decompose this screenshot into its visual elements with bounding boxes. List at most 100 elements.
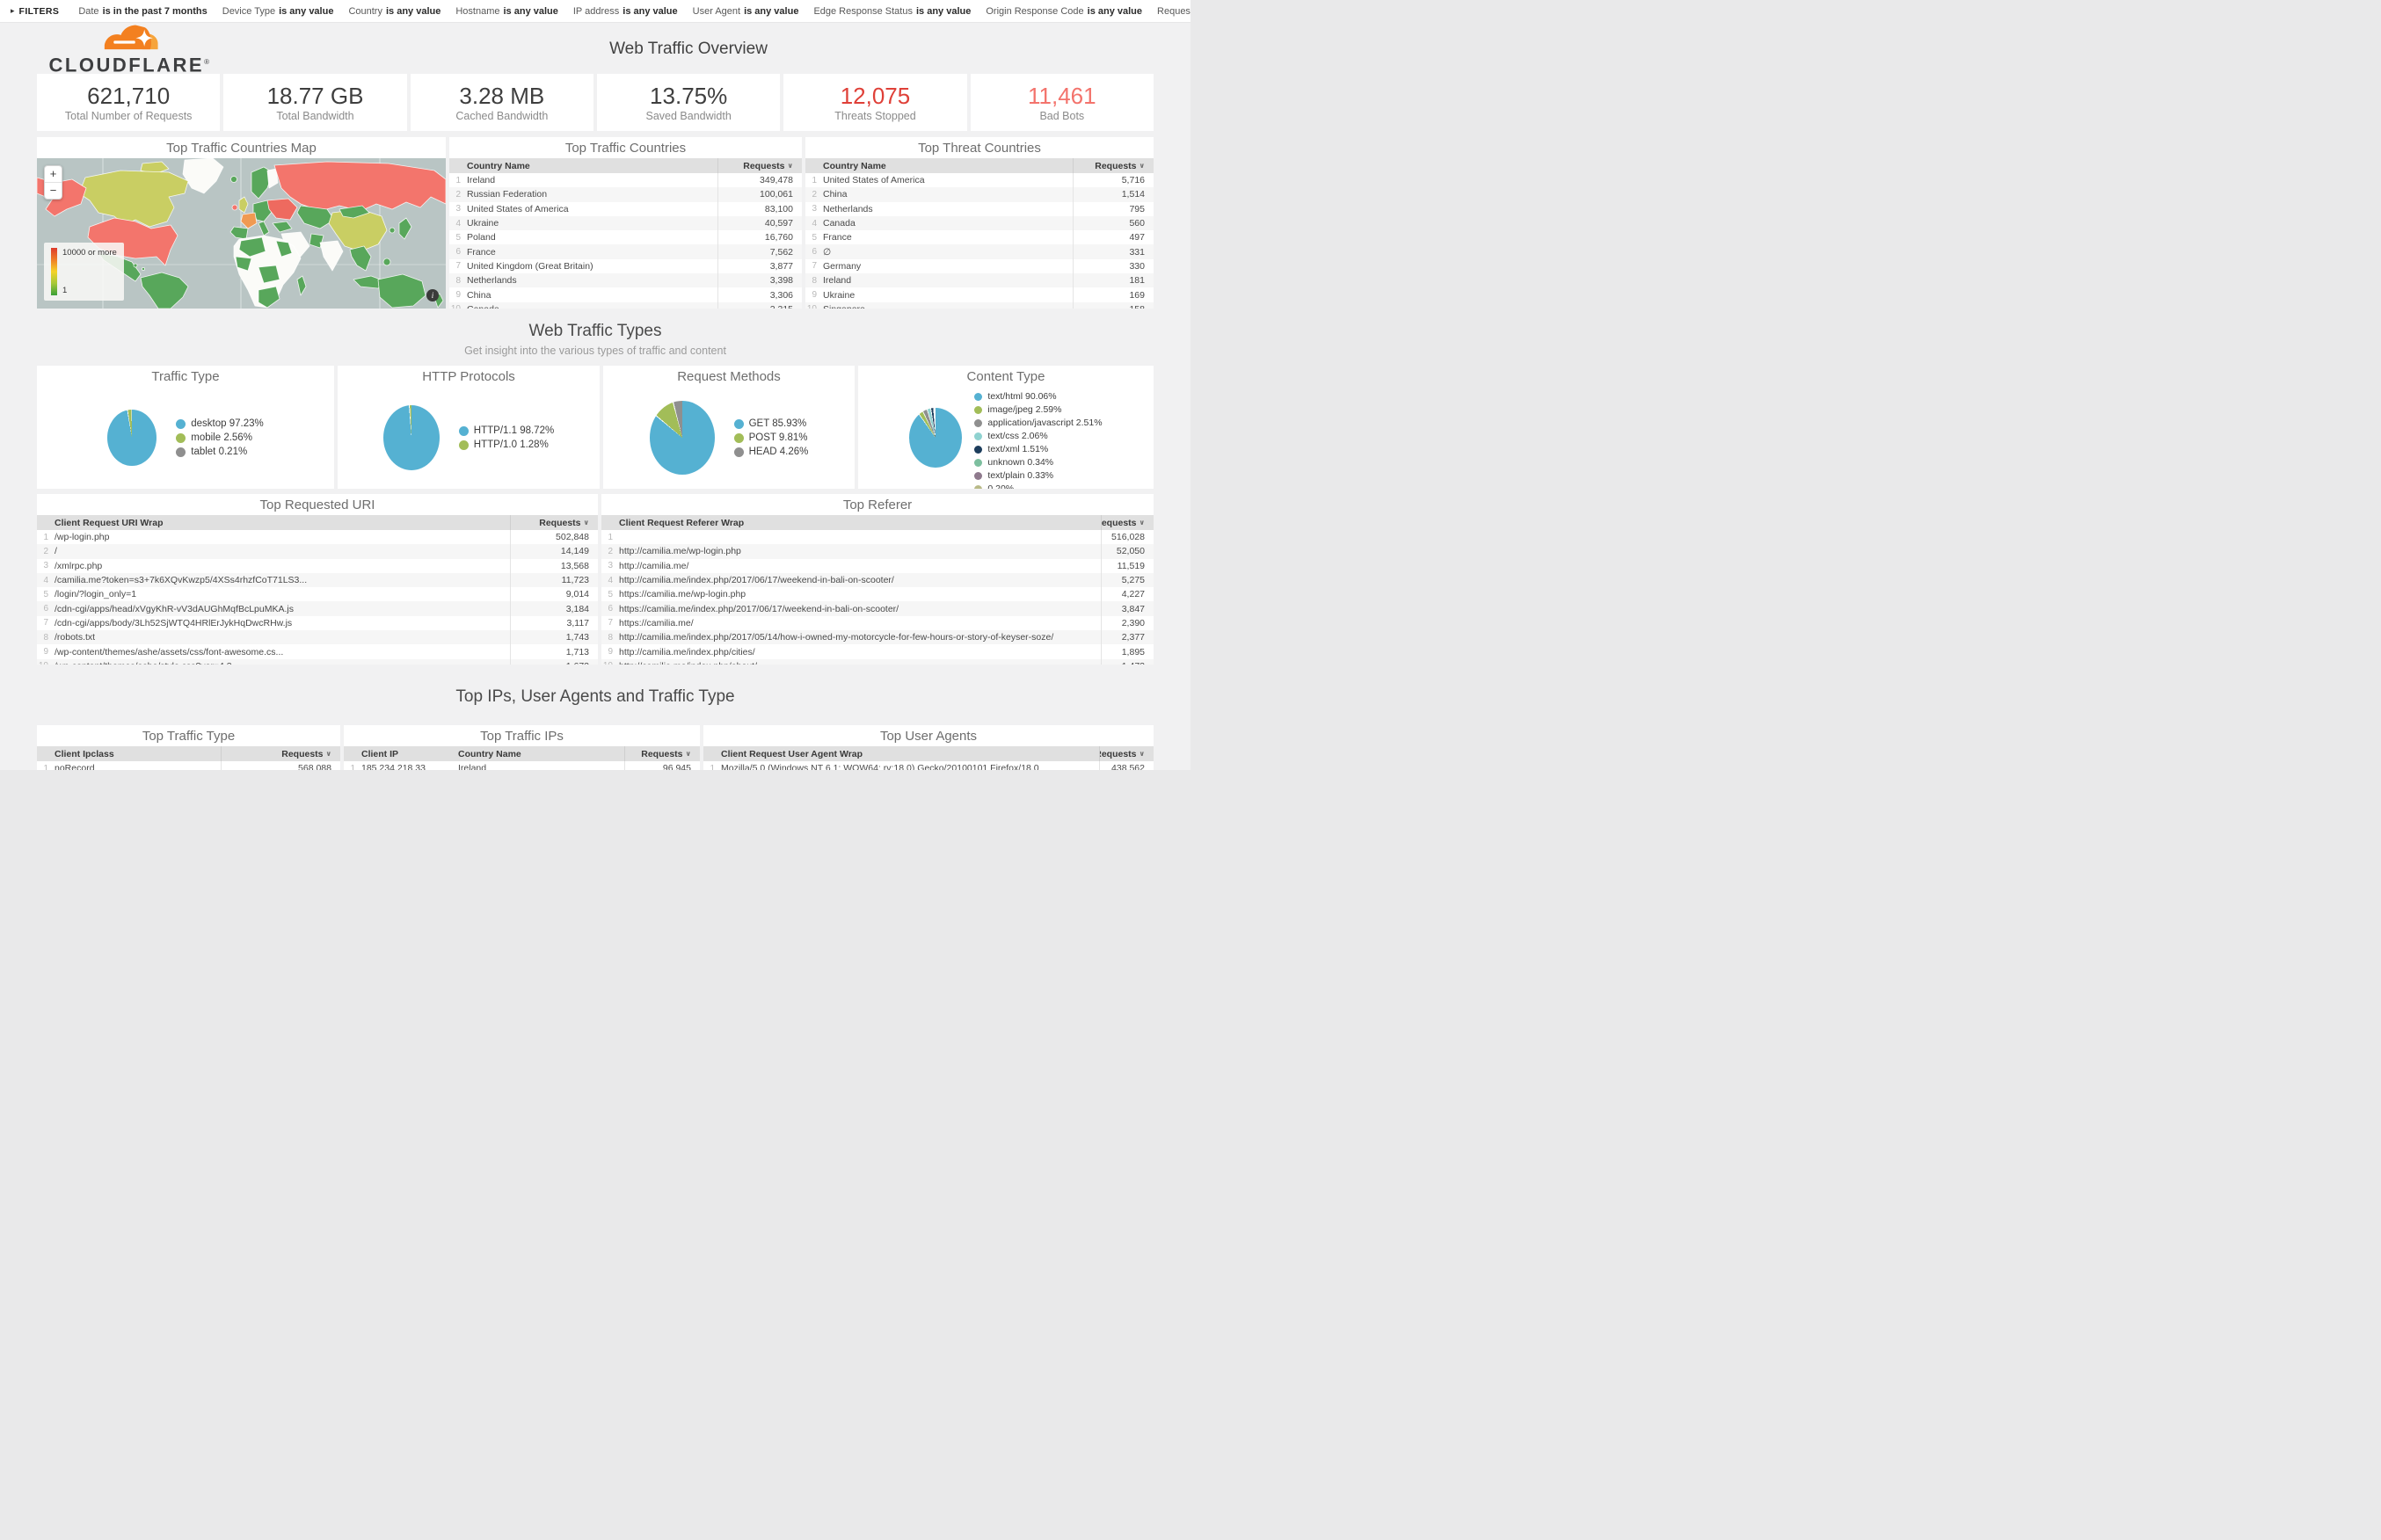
table-row[interactable]: 7 Germany 330 — [805, 258, 1154, 274]
table-row[interactable]: 7 United Kingdom (Great Britain) 3,877 — [449, 258, 802, 274]
legend-item[interactable]: HTTP/1.0 1.28% — [458, 439, 554, 451]
table-row[interactable]: 8 Ireland 181 — [805, 273, 1154, 288]
table-cell: /camilia.me?token=s3+7k6XQvKwzp5/4XSs4rh… — [55, 575, 308, 586]
table-row[interactable]: 6 ∅ 331 — [805, 244, 1154, 259]
table-row[interactable]: 4 Canada 560 — [805, 215, 1154, 231]
table-row[interactable]: 1 noRecord 568,088 — [37, 761, 340, 770]
column-header[interactable]: Requests∨ — [221, 746, 340, 761]
table-row[interactable]: 2 http://camilia.me/wp-login.php 52,050 — [601, 544, 1154, 559]
legend-item[interactable]: tablet 0.21% — [176, 446, 263, 458]
column-header[interactable]: Requests∨ — [1101, 515, 1154, 530]
table-row[interactable]: 5/login/?login_only=1 9,014 — [37, 587, 598, 602]
table-row[interactable]: 1 516,028 — [601, 530, 1154, 545]
table-cell: 185.234.218.33 — [361, 763, 426, 770]
table-row[interactable]: 1 Mozilla/5.0 (Windows NT 6.1; WOW64; rv:… — [703, 761, 1154, 770]
filter-item[interactable]: Request URIis any value — [1157, 6, 1190, 17]
table-row[interactable]: 1 Ireland 349,478 — [449, 173, 802, 188]
legend-item[interactable]: POST 9.81% — [733, 432, 809, 444]
table-row[interactable]: 9 China 3,306 — [449, 287, 802, 302]
table-row[interactable]: 8/robots.txt 1,743 — [37, 630, 598, 645]
filters-expand-icon[interactable]: ▸ — [11, 6, 15, 15]
filter-item[interactable]: Country is any value — [348, 6, 441, 17]
traffic-type-pie-chart[interactable] — [107, 410, 157, 466]
column-header[interactable]: Requests∨ — [717, 158, 802, 173]
table-row[interactable]: 10/wp-content/themes/ashe/style.css?ver=… — [37, 658, 598, 665]
filter-item[interactable]: Hostname is any value — [455, 6, 558, 17]
zoom-out-button[interactable]: − — [49, 184, 57, 197]
table-cell: /robots.txt — [55, 632, 96, 643]
legend-item[interactable]: text/xml 1.51% — [974, 443, 1102, 455]
column-header: Client Ipclass — [55, 748, 114, 759]
filter-item[interactable]: Device Type is any value — [222, 6, 334, 17]
table-row[interactable]: 10Singapore158 — [805, 301, 1154, 309]
table-row[interactable]: 9 http://camilia.me/index.php/cities/1,89… — [601, 644, 1154, 659]
table-row[interactable]: 5 France 497 — [805, 230, 1154, 245]
top-requested-uri-table: Client Request URI Wrap Requests ∨ 1/wp-log… — [37, 515, 598, 665]
table-cell: 3,306 — [717, 287, 802, 302]
filters-toggle[interactable]: FILTERS — [18, 5, 60, 17]
legend-item[interactable]: mobile 2.56% — [176, 432, 263, 444]
table-row[interactable]: 7/cdn-cgi/apps/body/3Lh52SjWTQ4HRlErJykH… — [37, 615, 598, 631]
table-row[interactable]: 5 Poland 16,760 — [449, 230, 802, 245]
request-methods-pie-chart[interactable] — [649, 401, 715, 475]
filter-item[interactable]: Edge Response Status is any value — [813, 6, 971, 17]
column-header[interactable]: Requests∨ — [510, 515, 598, 530]
kpi-value: 11,461 — [1028, 83, 1096, 109]
table-row[interactable]: 10Canada2,315 — [449, 301, 802, 309]
filter-item[interactable]: Date is in the past 7 months — [78, 6, 207, 17]
legend-item[interactable]: 0.20% — [974, 483, 1102, 489]
table-row[interactable]: 8 http://camilia.me/index.php/2017/05/14/… — [601, 630, 1154, 645]
table-row[interactable]: 1 185.234.218.33 Ireland 96,945 — [344, 761, 700, 770]
table-row[interactable]: 7 https://camilia.me/2,390 — [601, 615, 1154, 631]
legend-item[interactable]: image/jpeg 2.59% — [974, 403, 1102, 416]
column-header[interactable]: Requests∨ — [1099, 746, 1154, 761]
table-row[interactable]: 3/xmlrpc.php 13,568 — [37, 558, 598, 573]
table-row[interactable]: 4 Ukraine 40,597 — [449, 215, 802, 231]
legend-item[interactable]: unknown 0.34% — [974, 456, 1102, 469]
table-row[interactable]: 3 Netherlands 795 — [805, 201, 1154, 216]
table-row[interactable]: 9 Ukraine 169 — [805, 287, 1154, 302]
kpi-label: Bad Bots — [1039, 110, 1085, 122]
table-row[interactable]: 2 China 1,514 — [805, 187, 1154, 202]
column-header: Client Request Referer Wrap — [619, 517, 745, 528]
content-type-legend: text/html 90.06% image/jpeg 2.59% applicat… — [974, 387, 1103, 489]
table-row[interactable]: 2 Russian Federation 100,061 — [449, 187, 802, 202]
table-row[interactable]: 1 United States of America 5,716 — [805, 173, 1154, 188]
content-type-pie-chart[interactable] — [909, 408, 963, 468]
http-protocols-pie-chart[interactable] — [382, 405, 440, 470]
info-icon[interactable]: i — [426, 289, 439, 301]
table-row[interactable]: 1/wp-login.php 502,848 — [37, 530, 598, 545]
filter-item[interactable]: User Agent is any value — [693, 6, 799, 17]
legend-item[interactable]: application/javascript 2.51% — [974, 417, 1103, 429]
legend-item[interactable]: HTTP/1.1 98.72% — [458, 425, 554, 437]
legend-item[interactable]: text/plain 0.33% — [974, 469, 1102, 482]
filter-item[interactable]: Origin Response Code is any value — [986, 6, 1142, 17]
table-row[interactable]: 3 United States of America 83,100 — [449, 201, 802, 216]
legend-item[interactable]: text/html 90.06% — [974, 390, 1102, 403]
legend-item[interactable]: HEAD 4.26% — [733, 446, 808, 458]
legend-item[interactable]: desktop 97.23% — [176, 418, 264, 430]
table-row[interactable]: 9/wp-content/themes/ashe/assets/css/font… — [37, 644, 598, 659]
column-header[interactable]: Requests∨ — [1073, 158, 1154, 173]
legend-dot-icon — [733, 418, 744, 429]
table-row[interactable]: 6/cdn-cgi/apps/head/xVgyKhR-vV3dAUGhMqfB… — [37, 601, 598, 616]
filter-item[interactable]: IP address is any value — [573, 6, 678, 17]
zoom-in-button[interactable]: + — [45, 166, 62, 183]
table-cell: 40,597 — [717, 215, 802, 231]
table-row[interactable]: 4/camilia.me?token=s3+7k6XQvKwzp5/4XSs4r… — [37, 572, 598, 588]
table-row[interactable]: 6 https://camilia.me/index.php/2017/06/17… — [601, 601, 1154, 616]
table-row[interactable]: 3 http://camilia.me/11,519 — [601, 558, 1154, 573]
legend-label: text/css 2.06% — [987, 431, 1048, 441]
legend-item[interactable]: GET 85.93% — [733, 418, 809, 430]
table-row[interactable]: 2 / 14,149 — [37, 544, 598, 559]
table-row[interactable]: 6 France 7,562 — [449, 244, 802, 259]
legend-item[interactable]: text/css 2.06% — [974, 430, 1102, 442]
world-map[interactable]: + − 10000 or more 1 i — [37, 158, 446, 309]
column-header[interactable]: Requests∨ — [624, 746, 700, 761]
panel-title: HTTP Protocols — [422, 369, 515, 384]
table-row[interactable]: 8 Netherlands 3,398 — [449, 273, 802, 288]
table-cell: ∅ — [823, 246, 832, 258]
table-row[interactable]: 4 http://camilia.me/index.php/2017/06/17/… — [601, 572, 1154, 588]
table-row[interactable]: 5 https://camilia.me/wp-login.php 4,227 — [601, 587, 1154, 602]
table-row[interactable]: 10http://camilia.me/index.php/about/1,47… — [601, 658, 1154, 665]
